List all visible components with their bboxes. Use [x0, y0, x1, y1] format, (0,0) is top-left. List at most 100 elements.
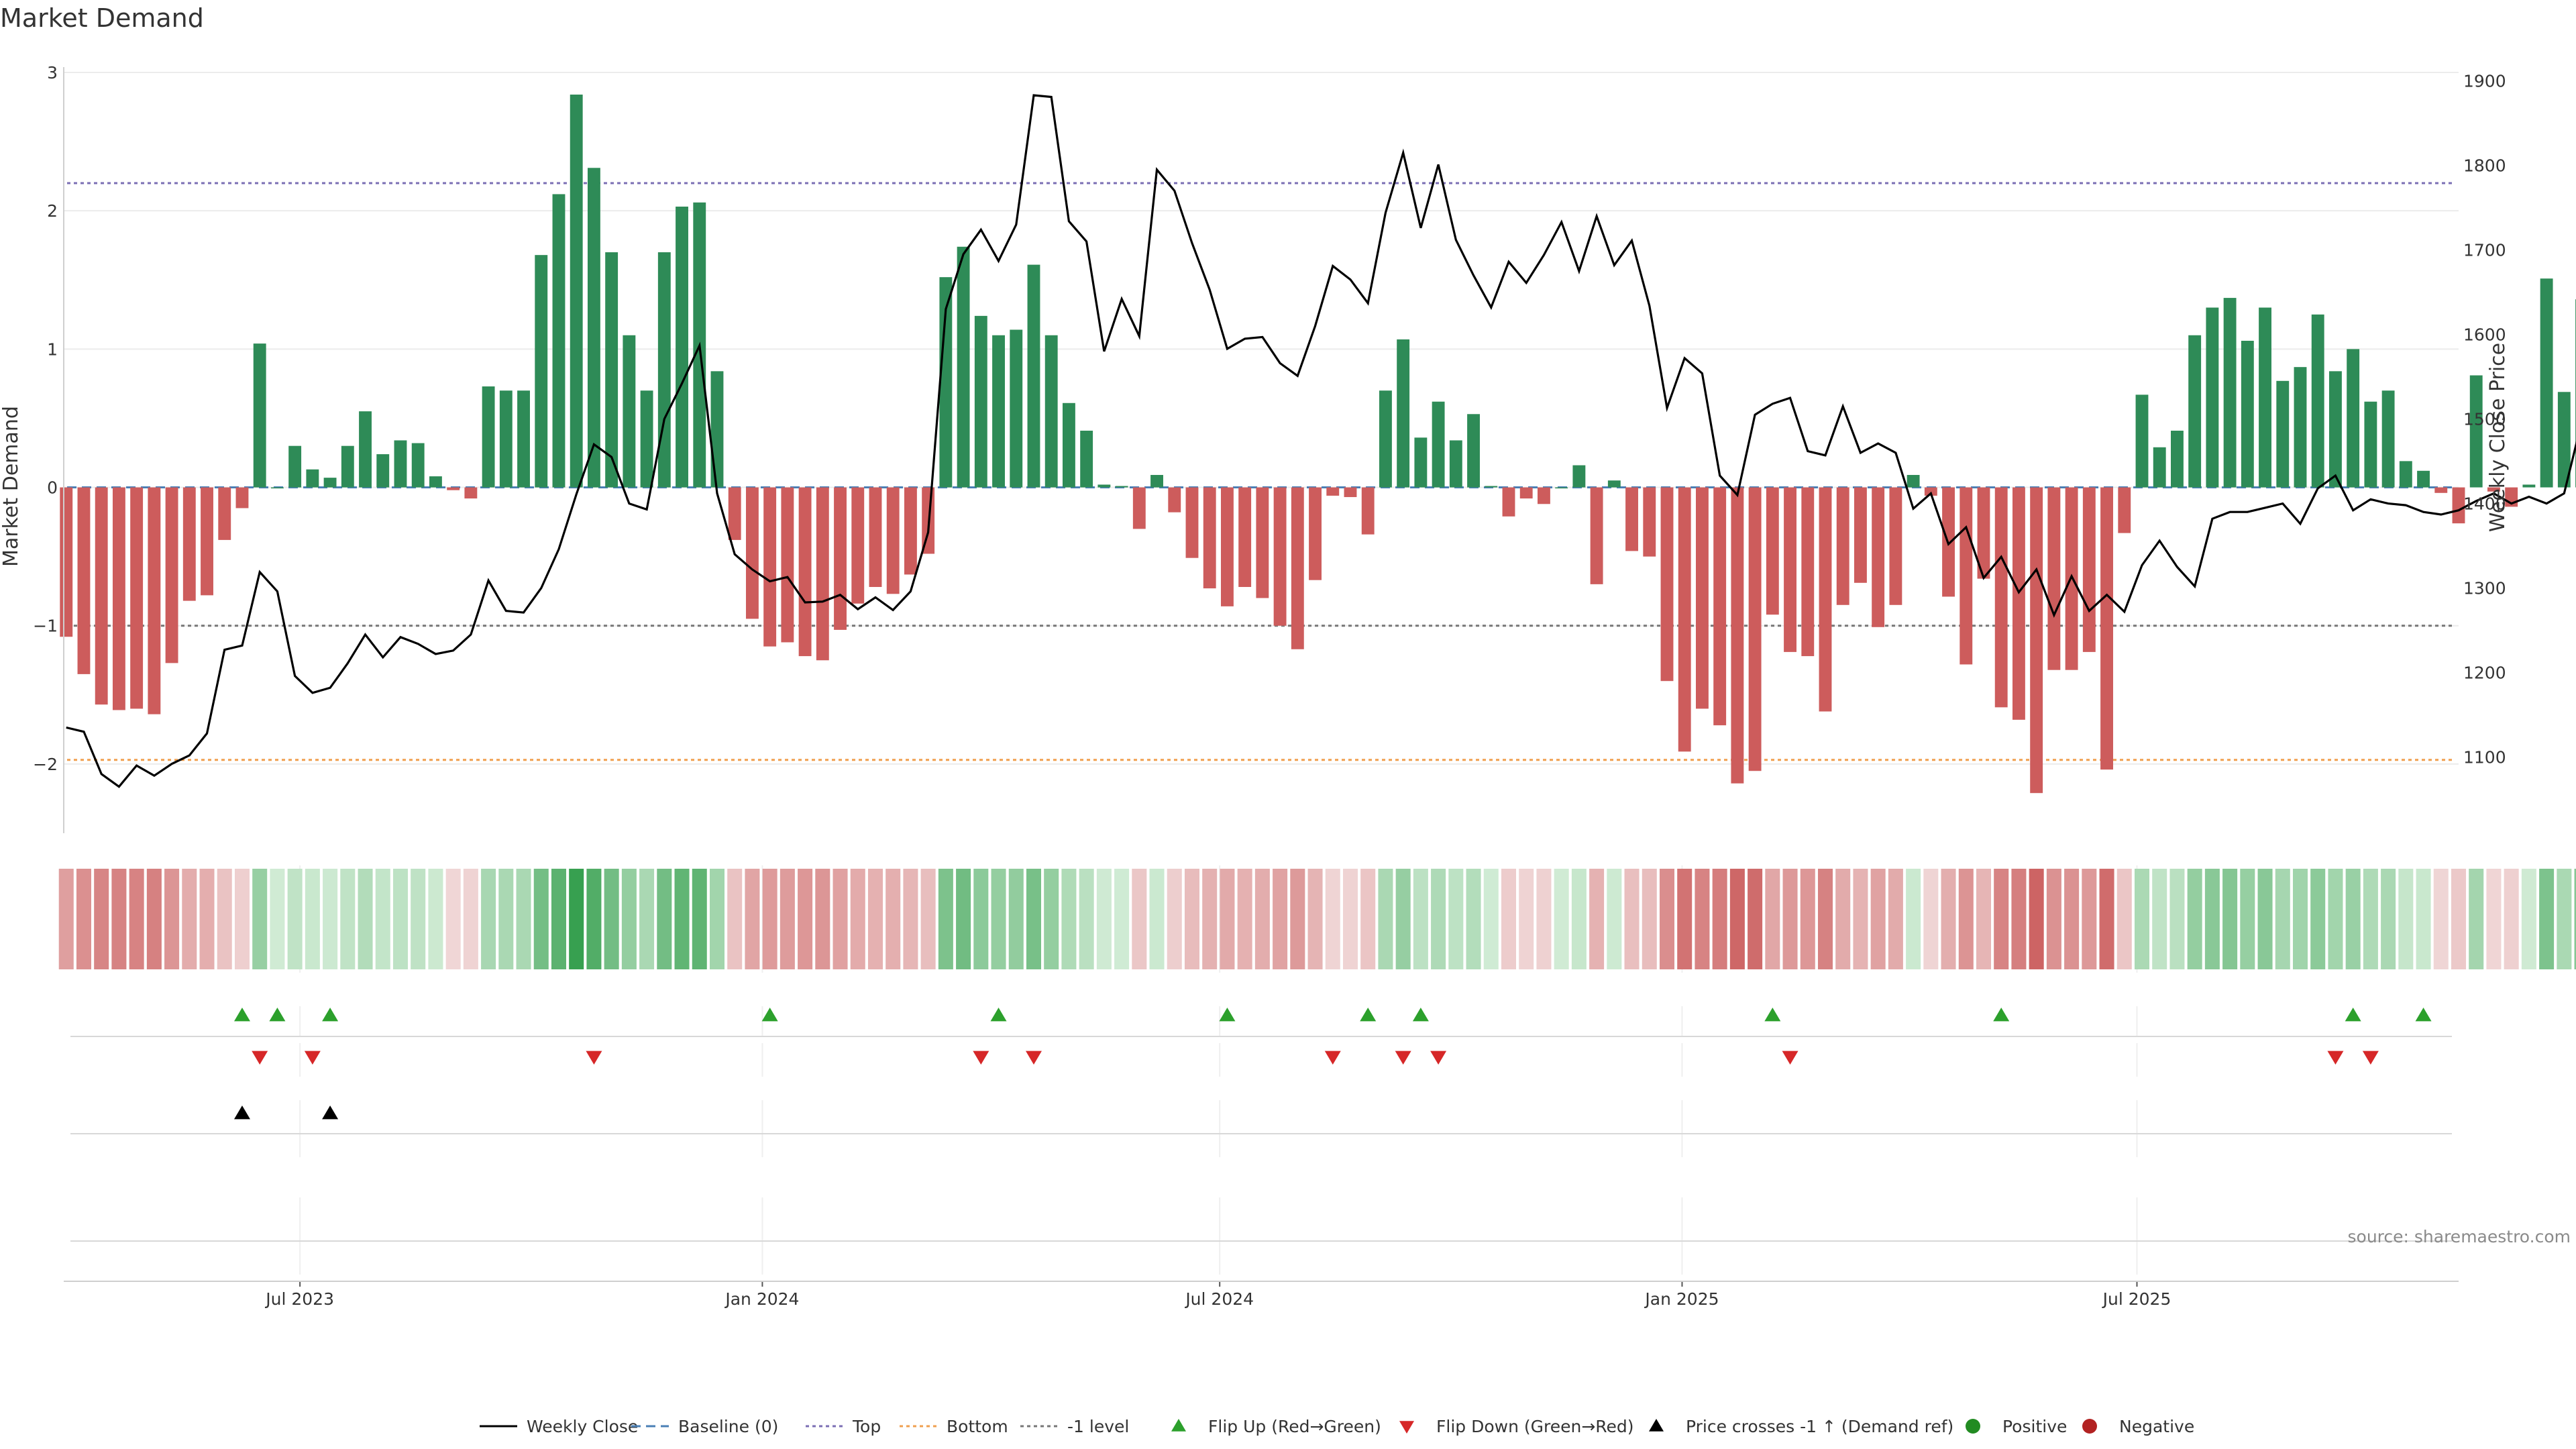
heat-cell [1800, 869, 1815, 969]
heat-cell [745, 869, 760, 969]
heat-cell [463, 869, 478, 969]
heat-cell [1659, 869, 1675, 969]
demand-bar [2030, 487, 2043, 794]
demand-bar [1485, 486, 1498, 488]
x-tick-label: Jul 2024 [1184, 1289, 1254, 1309]
demand-bar [235, 487, 249, 508]
demand-bar [1309, 487, 1322, 580]
heat-cell [1448, 869, 1464, 969]
demand-bar [1449, 440, 1462, 488]
heat-cell [1431, 869, 1446, 969]
heat-cell [657, 869, 672, 969]
flip-down-marker [1025, 1051, 1042, 1065]
demand-bar [1836, 487, 1849, 605]
legend-swatch [2082, 1419, 2097, 1434]
reference-lines [67, 182, 2452, 761]
demand-bar [1519, 487, 1533, 499]
heat-cell [1114, 869, 1130, 969]
heat-cell [1413, 869, 1428, 969]
heat-cell [1079, 869, 1094, 969]
heat-cell [1748, 869, 1763, 969]
demand-bar [1907, 474, 1920, 488]
demand-bar [1080, 431, 1093, 488]
heat-cell [1395, 869, 1411, 969]
heat-cell [956, 869, 971, 969]
demand-bar [2540, 278, 2553, 488]
heat-cell [1571, 869, 1587, 969]
heat-cell [129, 869, 144, 969]
heat-cell [1853, 869, 1868, 969]
demand-bar [1397, 339, 1410, 488]
heat-cell [533, 869, 549, 969]
heat-cell [674, 869, 690, 969]
heat-cell [252, 869, 268, 969]
heat-cell [1817, 869, 1833, 969]
legend-label: -1 level [1067, 1417, 1129, 1436]
heat-cell [1589, 869, 1605, 969]
legend-item: Positive [1966, 1417, 2067, 1436]
heat-cell [1342, 869, 1358, 969]
demand-bar [1344, 487, 1357, 497]
heat-cell [1254, 869, 1270, 969]
demand-bar [1168, 487, 1181, 513]
heat-cell [2539, 869, 2555, 969]
heat-cell [1149, 869, 1165, 969]
heat-cell [2082, 869, 2097, 969]
legend-item: Weekly Close [480, 1417, 638, 1436]
heat-cell [2574, 869, 2576, 969]
demand-bar [640, 390, 653, 488]
heat-cell [323, 869, 338, 969]
heat-cell [639, 869, 655, 969]
demand-bar [218, 487, 231, 540]
demand-bar [904, 487, 917, 575]
demand-bar [1115, 486, 1128, 488]
demand-bar [851, 487, 865, 604]
demand-bar [464, 487, 478, 499]
heat-cell [2504, 869, 2519, 969]
heat-cell [428, 869, 443, 969]
heat-cell [2310, 869, 2326, 969]
flip-down-marker [304, 1051, 321, 1065]
chart-title: Market Demand [0, 3, 204, 33]
heat-cell [1765, 869, 1780, 969]
demand-bar [1132, 487, 1146, 529]
heat-cell [2416, 869, 2431, 969]
heat-cell [2187, 869, 2202, 969]
y2-tick-label: 1800 [2463, 156, 2506, 176]
heat-cell [516, 869, 531, 969]
demand-bar [974, 315, 987, 488]
demand-bar [1097, 484, 1111, 488]
demand-bar [587, 168, 600, 488]
heat-cell [903, 869, 918, 969]
flip-up-marker [990, 1008, 1007, 1022]
demand-bar [657, 252, 671, 488]
heat-cell [411, 869, 426, 969]
heat-cell [1132, 869, 1147, 969]
heat-cell [305, 869, 320, 969]
heat-cell [762, 869, 777, 969]
demand-bar [270, 487, 284, 489]
flip-up-marker [322, 1008, 339, 1022]
demand-bar [1150, 474, 1163, 488]
flip-up-marker [233, 1008, 250, 1022]
demand-bar [957, 246, 970, 488]
legend-swatch [1966, 1419, 1980, 1434]
x-axis: Jul 2023 Jan 2024 Jul 2024 Jan 2025 Jul 2025 [64, 1281, 2459, 1309]
heat-cell [2116, 869, 2132, 969]
legend-item: Negative [2082, 1417, 2194, 1436]
flip-down-marker [2327, 1051, 2344, 1065]
demand-heat-strip [58, 869, 2576, 969]
demand-bar [1607, 480, 1621, 488]
demand-bar [1203, 487, 1216, 589]
heat-cell [2469, 869, 2484, 969]
demand-bar [517, 390, 530, 488]
heat-cell [1941, 869, 1956, 969]
demand-bar [2381, 390, 2395, 488]
demand-bar [1502, 487, 1515, 517]
demand-bar [201, 487, 213, 596]
heat-cell [2521, 869, 2536, 969]
heat-cell [1378, 869, 1393, 969]
flip-down-marker [1430, 1051, 1447, 1065]
demand-bar [341, 445, 354, 488]
heat-cell [217, 869, 232, 969]
